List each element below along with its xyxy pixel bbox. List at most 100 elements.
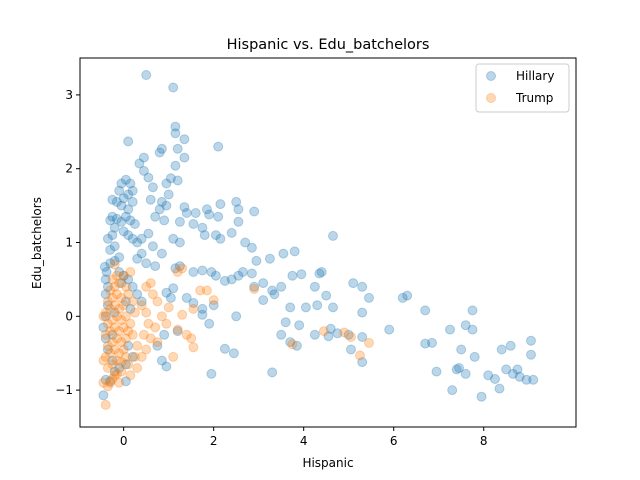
point-hillary-189 [357, 357, 368, 368]
point-hillary-198 [460, 368, 471, 379]
point-trump-82 [249, 284, 260, 294]
y-tick-label: 2 [65, 162, 73, 176]
point-hillary-187 [267, 367, 278, 378]
x-tick-label: 8 [480, 434, 488, 448]
point-trump-98 [98, 311, 109, 322]
point-hillary-1 [100, 374, 111, 385]
point-hillary-69 [156, 143, 167, 154]
point-trump-52 [123, 359, 134, 370]
point-hillary-38 [116, 200, 127, 211]
point-trump-56 [143, 318, 154, 329]
point-trump-77 [195, 285, 206, 296]
point-hillary-129 [210, 270, 221, 281]
legend-box [475, 63, 570, 113]
point-trump-3 [107, 374, 118, 384]
point-hillary-26 [107, 211, 118, 222]
point-trump-95 [120, 281, 131, 292]
point-hillary-21 [109, 241, 120, 252]
point-hillary-146 [357, 281, 368, 292]
point-hillary-57 [109, 307, 120, 318]
point-hillary-31 [114, 185, 125, 196]
point-hillary-190 [420, 305, 431, 316]
point-hillary-117 [136, 233, 147, 244]
point-hillary-33 [120, 174, 131, 185]
point-hillary-76 [143, 172, 154, 183]
point-trump-84 [318, 326, 329, 337]
point-hillary-46 [127, 233, 138, 244]
point-trump-32 [109, 300, 120, 311]
point-hillary-193 [431, 366, 442, 377]
point-trump-72 [172, 267, 183, 277]
point-hillary-194 [445, 324, 455, 335]
point-hillary-141 [314, 268, 325, 279]
point-hillary-96 [233, 204, 244, 215]
point-hillary-179 [172, 326, 183, 337]
point-trump-24 [118, 322, 129, 333]
point-trump-78 [201, 285, 212, 296]
point-hillary-75 [138, 165, 149, 176]
point-hillary-140 [296, 269, 307, 280]
point-trump-2 [105, 377, 116, 388]
point-hillary-197 [456, 344, 467, 355]
point-hillary-174 [197, 303, 208, 314]
point-trump-47 [129, 307, 140, 318]
point-trump-23 [114, 326, 125, 337]
y-axis-label: Edu_batchelors [30, 197, 44, 289]
point-hillary-74 [134, 158, 145, 169]
point-hillary-122 [141, 258, 152, 269]
point-trump-35 [102, 296, 113, 307]
point-trump-60 [136, 351, 147, 362]
point-trump-91 [125, 370, 136, 381]
point-hillary-180 [159, 329, 170, 340]
point-hillary-3 [109, 366, 120, 377]
point-trump-76 [188, 342, 199, 353]
point-hillary-128 [206, 267, 217, 277]
point-hillary-203 [476, 391, 487, 402]
point-hillary-133 [237, 267, 248, 277]
point-hillary-162 [332, 328, 343, 339]
point-hillary-172 [181, 292, 192, 303]
point-hillary-104 [215, 233, 226, 244]
point-hillary-41 [120, 211, 131, 222]
point-hillary-131 [226, 274, 237, 285]
point-hillary-137 [267, 285, 278, 296]
point-hillary-19 [114, 252, 125, 263]
point-hillary-181 [152, 340, 163, 351]
point-hillary-9 [98, 322, 109, 333]
point-trump-14 [118, 344, 129, 355]
point-hillary-0 [98, 390, 109, 401]
point-hillary-13 [102, 281, 113, 292]
point-hillary-85 [154, 204, 165, 215]
point-trump-54 [136, 300, 147, 311]
point-hillary-49 [118, 270, 129, 281]
point-hillary-182 [156, 355, 167, 366]
point-hillary-10 [100, 311, 111, 322]
point-hillary-14 [100, 274, 111, 285]
point-hillary-100 [188, 219, 199, 229]
point-hillary-191 [420, 338, 431, 349]
point-trump-73 [172, 324, 183, 335]
point-trump-63 [156, 311, 167, 322]
point-hillary-196 [454, 363, 464, 373]
point-trump-65 [141, 281, 152, 292]
point-hillary-4 [114, 363, 125, 373]
point-hillary-166 [276, 329, 287, 340]
point-hillary-66 [170, 128, 181, 139]
point-hillary-121 [132, 253, 143, 264]
point-hillary-127 [197, 265, 208, 276]
point-hillary-184 [219, 343, 230, 354]
legend-label-hillary: Hillary [516, 69, 554, 83]
point-hillary-8 [100, 333, 111, 344]
point-hillary-78 [172, 175, 183, 186]
point-hillary-123 [150, 261, 161, 272]
point-hillary-45 [123, 230, 134, 241]
point-hillary-135 [249, 281, 260, 292]
point-hillary-24 [109, 222, 120, 233]
point-hillary-149 [402, 290, 413, 301]
point-hillary-93 [213, 211, 224, 222]
point-hillary-210 [512, 364, 523, 375]
point-hillary-40 [127, 196, 138, 207]
point-hillary-170 [161, 287, 172, 298]
chart-title: Hispanic vs. Edu_batchelors [227, 37, 430, 53]
point-hillary-103 [210, 230, 221, 241]
